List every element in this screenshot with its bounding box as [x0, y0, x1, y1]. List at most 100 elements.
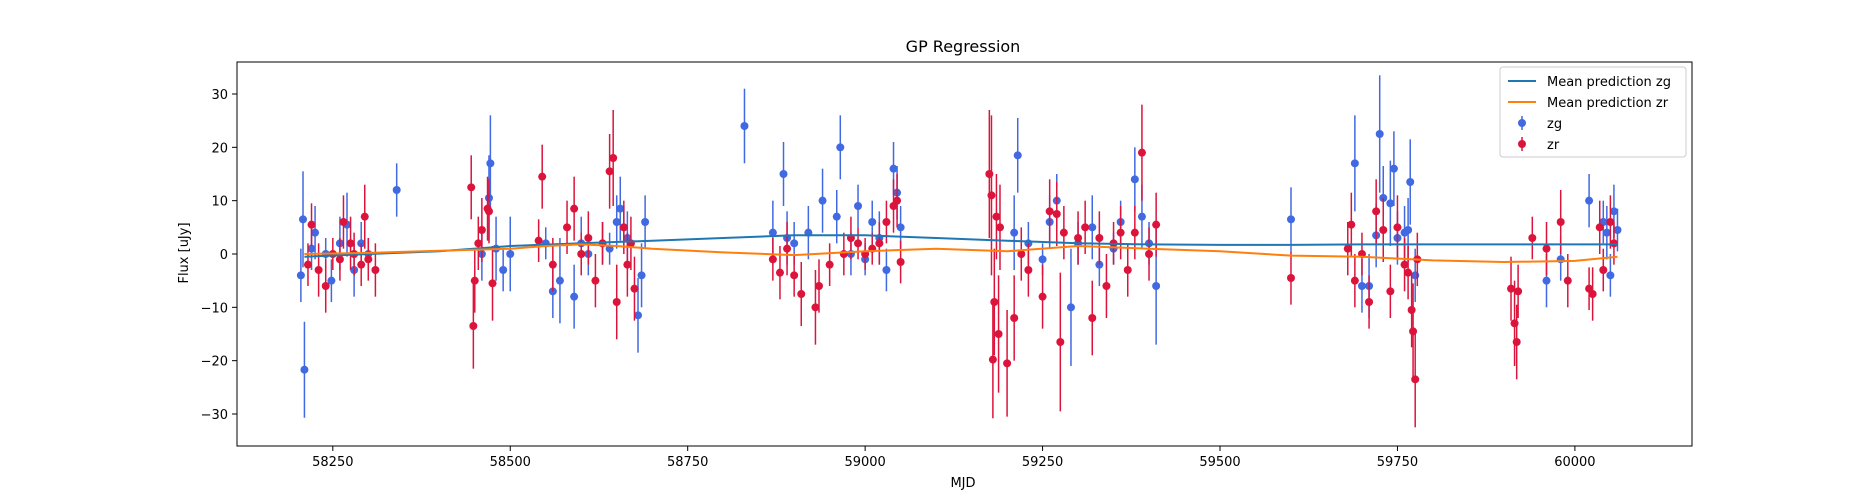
point-zg [299, 215, 308, 224]
point-zr [1528, 234, 1537, 242]
point-zr [1599, 266, 1608, 274]
point-zr [563, 223, 572, 232]
legend-label: Mean prediction zg [1547, 75, 1671, 90]
point-zg [1152, 282, 1161, 290]
point-zr [1095, 234, 1104, 242]
point-zr [346, 239, 355, 248]
point-zg [889, 164, 898, 173]
point-zr [609, 154, 618, 162]
mean-line-zr [304, 243, 1618, 264]
point-zr [854, 239, 863, 248]
point-zg [307, 244, 316, 253]
legend: Mean prediction zg Mean prediction zr zg zr [1499, 66, 1687, 158]
point-zr [1350, 276, 1359, 285]
point-zg [1406, 178, 1415, 186]
point-zr [1145, 250, 1154, 258]
point-zg [1010, 228, 1019, 237]
point-zg [1066, 303, 1075, 312]
point-zr [307, 220, 316, 229]
point-zr [357, 260, 366, 269]
point-zr [467, 183, 476, 192]
point-zr [1123, 266, 1132, 274]
point-zr [1003, 359, 1012, 368]
point-zr [783, 244, 792, 253]
point-zr [321, 282, 330, 290]
point-zr [1056, 338, 1065, 346]
point-zr [364, 255, 373, 264]
x-tick-label: 60000 [1554, 455, 1595, 470]
point-zg [832, 212, 841, 221]
point-zg [1609, 207, 1618, 216]
point-zg [570, 292, 579, 301]
point-zg [1038, 255, 1047, 264]
point-zr [477, 226, 486, 234]
y-tick-label: −20 [201, 355, 228, 370]
point-zr [1411, 375, 1420, 384]
point-zg [311, 228, 320, 237]
point-zr [1017, 250, 1026, 258]
point-zr [619, 223, 628, 232]
point-zr [303, 260, 312, 269]
point-zg [612, 218, 621, 226]
point-zr [1609, 239, 1618, 248]
y-axis-label: Flux [uJy] [177, 222, 192, 283]
point-zr [893, 196, 902, 205]
point-zr [630, 284, 639, 293]
point-zg [740, 122, 749, 130]
chart-title: GP Regression [906, 37, 1021, 56]
point-zr [775, 268, 784, 277]
point-zr [992, 212, 1001, 221]
point-zg [779, 170, 788, 178]
point-zr [875, 239, 884, 248]
point-zg [882, 266, 891, 274]
point-zg [1613, 226, 1622, 234]
point-zr [1563, 276, 1572, 285]
point-zr [1116, 228, 1125, 237]
point-zr [488, 279, 497, 288]
legend-label: Mean prediction zr [1547, 96, 1669, 111]
point-zg [1130, 175, 1139, 184]
point-zr [1059, 228, 1068, 237]
point-zr [1606, 218, 1615, 226]
point-zg [555, 276, 564, 285]
point-zg [768, 228, 777, 237]
point-zr [335, 255, 344, 264]
x-tick-label: 59500 [1199, 455, 1240, 470]
x-axis-label: MJD [950, 476, 975, 491]
x-tick-label: 59250 [1022, 455, 1063, 470]
point-zg [896, 223, 905, 232]
point-zr [896, 258, 905, 266]
point-zr [591, 276, 600, 285]
point-zg [1404, 226, 1413, 234]
point-zr [1588, 290, 1597, 298]
point-zr [1343, 244, 1352, 253]
point-zg [1602, 228, 1611, 237]
point-zg [616, 204, 625, 213]
point-zr [584, 234, 593, 242]
x-tick-label: 59000 [844, 455, 885, 470]
axis-ticks: 58250 58500 58750 59000 59250 59500 59750 60000… [201, 88, 1596, 470]
point-zr [1045, 207, 1054, 216]
point-zg [637, 271, 646, 280]
point-zg [506, 250, 515, 258]
point-zg [1606, 271, 1615, 280]
point-zr [990, 298, 999, 306]
point-zg [499, 266, 508, 274]
point-zr [1137, 148, 1146, 157]
mean-line-zg [304, 234, 1618, 258]
point-zr [1514, 287, 1523, 296]
point-zr [623, 260, 632, 269]
point-zg [1088, 223, 1097, 232]
point-zr [1556, 218, 1565, 226]
point-zr [360, 212, 369, 221]
point-zg [1357, 282, 1366, 290]
point-zr [1379, 226, 1388, 234]
y-tick-label: 0 [220, 248, 228, 263]
point-zg [1137, 212, 1146, 221]
point-zg [1585, 196, 1594, 205]
point-zr [1024, 266, 1033, 274]
point-zr [484, 207, 493, 216]
point-zr [605, 167, 614, 176]
point-zg [1386, 199, 1395, 208]
